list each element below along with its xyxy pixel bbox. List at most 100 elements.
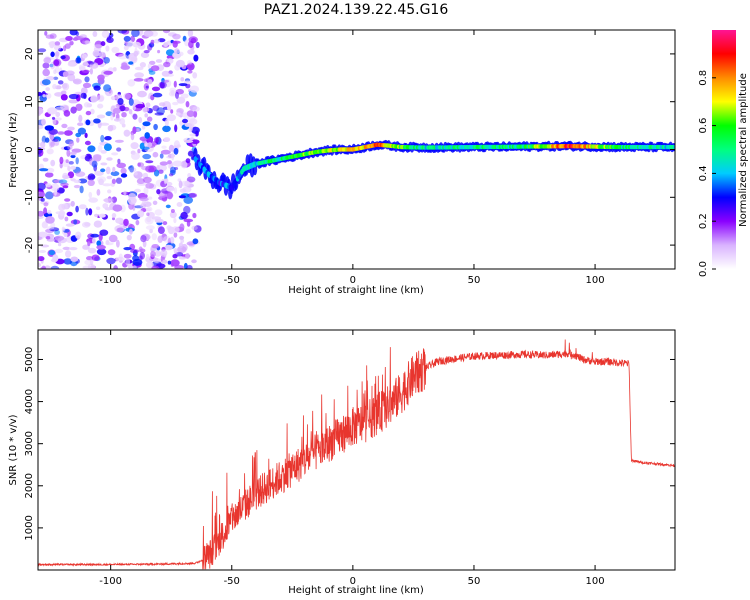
noise-speck (145, 253, 150, 260)
y-tick-label: 10 (24, 95, 35, 108)
noise-speck (96, 189, 101, 196)
noise-speck (169, 236, 175, 244)
noise-speck (158, 169, 164, 174)
noise-speck (159, 153, 164, 159)
noise-speck (163, 42, 169, 47)
noise-speck (67, 145, 73, 150)
noise-speck (63, 232, 68, 237)
noise-speck (166, 186, 175, 192)
noise-speck (123, 218, 129, 227)
noise-speck (87, 241, 91, 247)
noise-speck (179, 223, 185, 232)
noise-speck (105, 166, 111, 175)
noise-speck (42, 62, 50, 69)
noise-speck (161, 79, 170, 83)
noise-speck (38, 262, 42, 268)
noise-speck (103, 143, 112, 151)
noise-speck (54, 41, 61, 46)
noise-speck (57, 80, 64, 85)
colorbar-tick-label: 0.0 (698, 261, 709, 277)
noise-speck (137, 148, 141, 154)
noise-speck (176, 202, 183, 207)
colorbar-label: Normalized spectral amplitude (738, 73, 749, 227)
noise-speck (139, 62, 146, 68)
noise-speck (54, 235, 65, 241)
noise-speck (175, 59, 185, 68)
x-tick-label: -50 (224, 275, 240, 286)
noise-speck (182, 118, 188, 124)
noise-speck (154, 250, 162, 257)
noise-speck (45, 216, 55, 224)
noise-speck (89, 174, 96, 180)
noise-speck (138, 255, 143, 261)
noise-speck (135, 219, 140, 226)
noise-speck (96, 176, 107, 183)
noise-speck (90, 108, 95, 115)
noise-speck (110, 171, 120, 177)
noise-speck (77, 127, 86, 135)
noise-speck (38, 182, 46, 191)
noise-speck (186, 264, 193, 269)
noise-speck (41, 79, 51, 86)
noise-speck (50, 141, 55, 148)
noise-speck (169, 211, 177, 219)
noise-speck (97, 144, 103, 152)
noise-speck (53, 69, 57, 75)
noise-speck (102, 203, 109, 209)
colorbar: 0.0 0.2 0.4 0.6 0.8 Normalized spectral ampl… (698, 30, 749, 277)
noise-speck (75, 103, 83, 112)
snr-y-label: SNR (10 * v/v) (8, 414, 19, 485)
noise-speck (135, 103, 146, 109)
noise-speck (187, 150, 194, 157)
y-tick-label: -20 (24, 237, 35, 253)
noise-speck (70, 200, 75, 207)
noise-speck (38, 48, 47, 53)
noise-speck (54, 188, 57, 196)
noise-speck (192, 106, 200, 112)
noise-speck (68, 161, 74, 165)
noise-speck (184, 39, 190, 47)
noise-speck (178, 256, 187, 260)
noise-speck (163, 137, 171, 142)
noise-speck (145, 225, 155, 230)
noise-speck (192, 72, 198, 79)
noise-speck (188, 192, 198, 198)
noise-speck (132, 113, 138, 120)
y-tick-label: 5000 (24, 347, 35, 372)
noise-speck (91, 160, 98, 168)
noise-speck (129, 165, 135, 173)
noise-speck (65, 250, 72, 258)
noise-speck (43, 207, 48, 215)
noise-speck (147, 63, 152, 70)
noise-speck (156, 189, 161, 195)
noise-speck (152, 151, 159, 158)
noise-speck (43, 202, 49, 207)
noise-speck (101, 30, 110, 38)
noise-speck (169, 166, 177, 174)
noise-speck (42, 68, 50, 77)
noise-speck (185, 228, 192, 234)
noise-speck (48, 250, 56, 256)
noise-speck (152, 200, 158, 205)
noise-speck (153, 38, 160, 44)
noise-speck (174, 124, 178, 133)
noise-speck (105, 45, 110, 52)
noise-speck (99, 229, 109, 236)
noise-speck (87, 61, 95, 65)
noise-speck (73, 179, 82, 184)
noise-speck (106, 157, 113, 161)
noise-speck (151, 244, 160, 249)
noise-speck (183, 196, 193, 204)
noise-speck (157, 235, 163, 243)
y-tick-label: 4000 (24, 389, 35, 414)
noise-speck (191, 225, 198, 231)
noise-speck (183, 218, 194, 223)
noise-speck (112, 107, 121, 114)
noise-speck (76, 137, 80, 143)
noise-speck (123, 190, 127, 196)
noise-speck (172, 160, 183, 167)
noise-speck (65, 159, 69, 164)
noise-speck (43, 57, 52, 64)
noise-speck (111, 213, 117, 218)
noise-speck (146, 206, 153, 212)
